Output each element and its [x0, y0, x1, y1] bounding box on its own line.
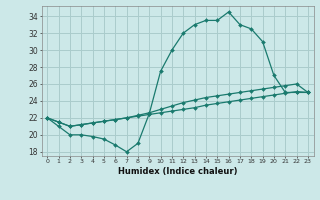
- X-axis label: Humidex (Indice chaleur): Humidex (Indice chaleur): [118, 167, 237, 176]
